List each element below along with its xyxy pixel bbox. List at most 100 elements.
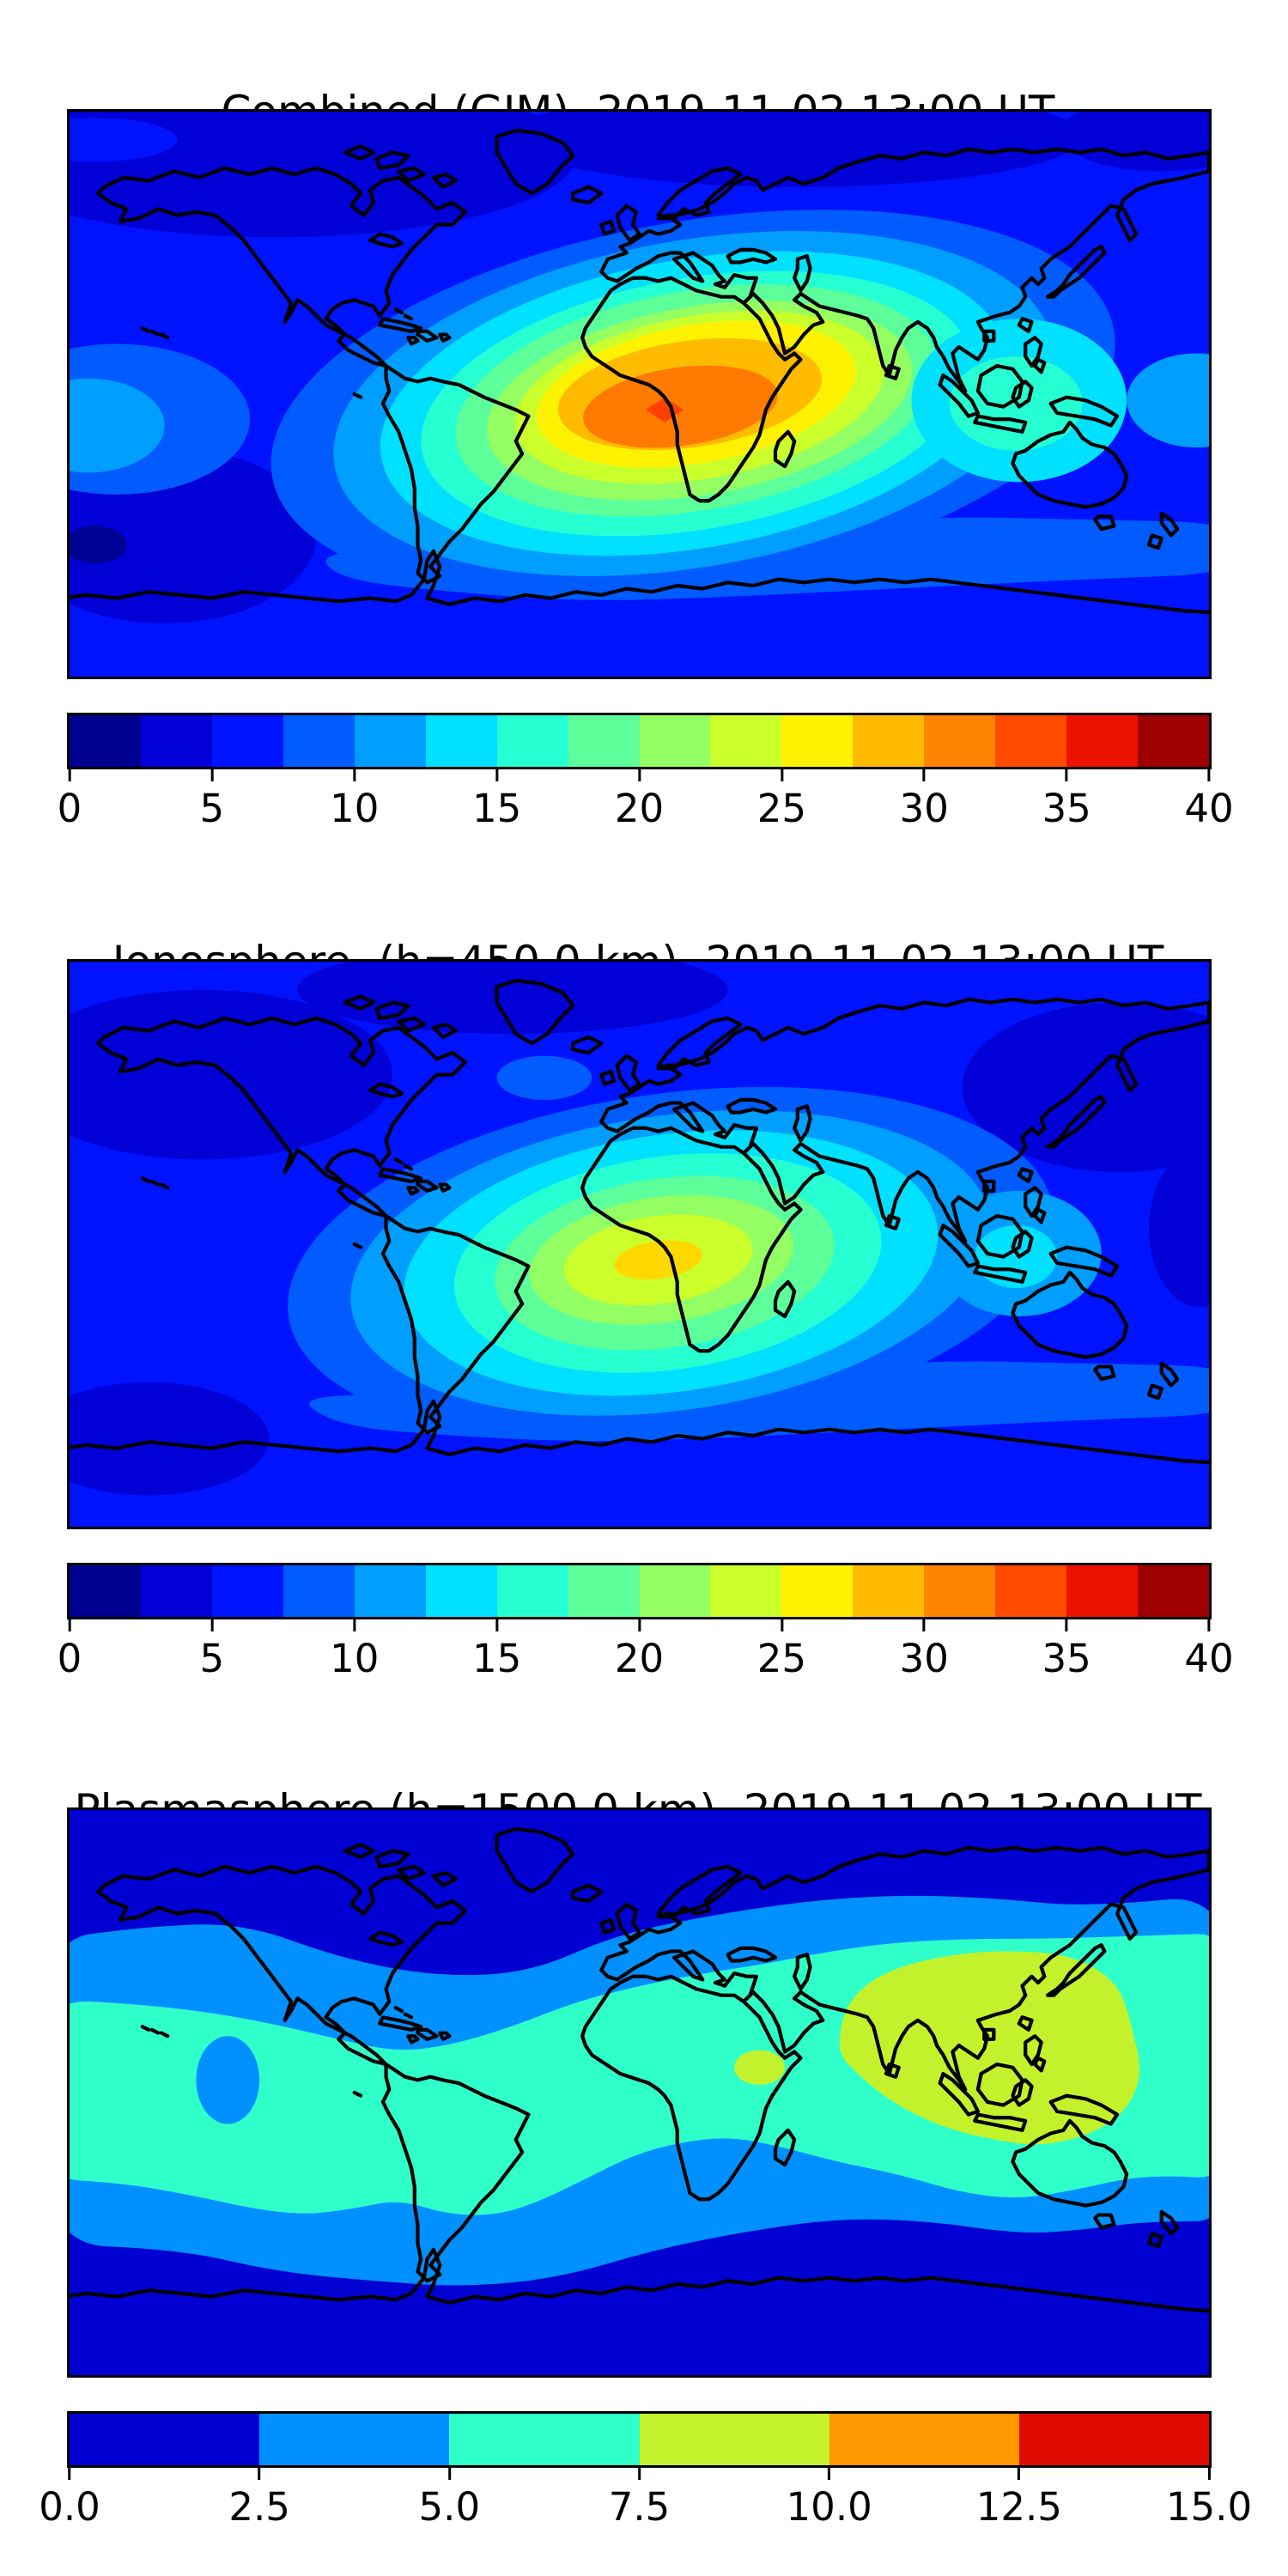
colorbar-segment [496,715,568,767]
colorbar-tick: 5 [200,1619,224,1680]
colorbar-tick: 2.5 [228,2468,290,2528]
world-map-combined [67,109,1212,679]
colorbar-tick: 40 [1184,1619,1234,1681]
contour-level [1148,1150,1209,1308]
tick-mark [637,2468,641,2480]
tick-label: 2.5 [228,2484,290,2530]
colorbar-tick: 30 [900,769,949,829]
tick-mark [637,1619,641,1631]
tick-label: 10 [330,786,380,831]
contour-level [70,1382,270,1496]
colorbar-tick: 20 [615,769,664,829]
colorbar-combined [67,713,1212,769]
tick-label: 0 [57,786,82,831]
contour-level [496,1055,592,1100]
colorbar-segment [140,1565,212,1617]
colorbar-tick: 10 [330,1619,379,1680]
colorbar-segment [781,1565,854,1617]
tick-mark [828,2468,831,2480]
tick-mark [68,2468,71,2480]
colorbar-tick: 10.0 [787,2468,872,2528]
colorbar-segment [639,715,711,767]
colorbar-tick: 15 [472,1619,521,1680]
tick-label: 10.0 [786,2484,872,2530]
colorbar-segment [924,715,996,767]
tick-label: 10 [330,1636,380,1681]
colorbar-segment [710,715,782,767]
colorbar-segment [449,2414,640,2465]
tick-mark [1018,2468,1021,2480]
tick-label: 35 [1042,786,1091,831]
tick-mark [68,769,71,781]
colorbar-segment [829,2414,1019,2465]
tick-label: 40 [1184,1636,1234,1681]
tick-label: 7.5 [608,2484,671,2530]
world-map-plasmasphere [67,1807,1212,2378]
colorbar-segment [853,1565,925,1617]
tick-mark [1207,1619,1211,1631]
tick-label: 15 [471,786,522,831]
colorbar-tick: 5.0 [419,2468,480,2528]
colorbar-segment [70,1565,141,1617]
colorbar-tick: 0 [58,769,82,829]
panel-combined: Combined (GIM), 2019-11-02 13:00 UT 0510… [0,0,1288,850]
colorbar-ticks-ionosphere: 0 5 10 15 20 25 30 35 40 [58,1619,1234,1714]
colorbar-segment [568,715,640,767]
tick-mark [1207,2468,1211,2480]
contour-level [70,118,178,162]
tick-label: 30 [899,1636,949,1681]
panel-ionosphere: Ionosphere (h=450.0 km), 2019-11-02 13:0… [0,850,1288,1698]
colorbar-ionosphere [67,1563,1212,1619]
tick-mark [1065,1619,1068,1631]
tick-label: 0 [57,1636,82,1681]
contour-level [70,989,392,1160]
world-map-ionosphere [67,959,1212,1529]
colorbar-segment [853,715,925,767]
colorbar-tick: 10 [330,769,379,829]
tick-mark [447,2468,451,2480]
colorbar-ticks-combined: 0 5 10 15 20 25 30 35 40 [58,769,1234,864]
tick-mark [637,769,641,781]
colorbar-segment [259,2414,450,2465]
colorbar-segment [211,715,283,767]
colorbar-tick: 40 [1184,769,1234,831]
panel-plasmasphere: Plasmasphere (h=1500.0 km), 2019-11-02 1… [0,1698,1288,2576]
colorbar-plasmasphere [67,2411,1212,2468]
colorbar-segment [995,1565,1067,1617]
colorbar-tick: 30 [900,1619,949,1680]
colorbar-segment [425,715,497,767]
colorbar-tick: 20 [615,1619,664,1680]
tick-mark [922,769,926,781]
tick-mark [210,769,214,781]
colorbar-segment [1066,715,1139,767]
tick-label: 20 [614,786,665,831]
colorbar-segment [496,1565,568,1617]
tick-mark [495,769,499,781]
tick-mark [495,1619,499,1631]
contour-level [614,1240,702,1280]
contour-level [975,1225,1058,1289]
contour-level [196,2036,260,2124]
contour-level [962,1002,1209,1172]
colorbar-segment [140,715,212,767]
colorbar-segment [710,1565,782,1617]
colorbar-segment [781,715,854,767]
contour-level [583,365,778,448]
colorbar-segment [70,715,141,767]
colorbar-tick: 15 [472,769,521,829]
tick-label: 40 [1184,786,1234,831]
tick-label: 25 [756,1636,807,1681]
contour-level [297,962,728,1035]
colorbar-segment [283,1565,355,1617]
colorbar-segment [1138,715,1209,767]
colorbar-tick: 25 [757,769,806,829]
colorbar-segment [283,715,355,767]
colorbar-segment [1066,1565,1139,1617]
colorbar-tick: 0 [58,1619,82,1680]
tick-mark [1207,769,1211,781]
tick-mark [780,769,783,781]
contour-level [70,378,165,473]
tick-mark [68,1619,71,1631]
colorbar-tick: 0.0 [39,2468,100,2528]
tick-label: 15.0 [1165,2484,1253,2530]
